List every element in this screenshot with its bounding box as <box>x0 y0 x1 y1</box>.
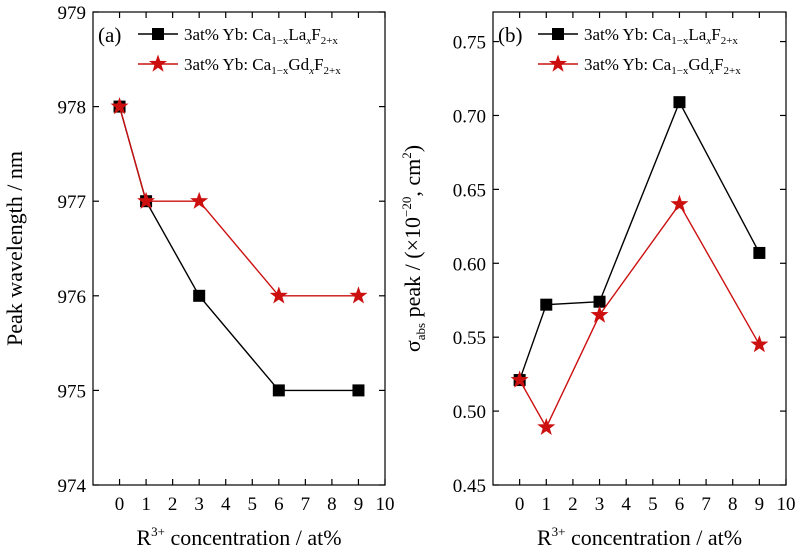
x-tick-label: 7 <box>701 494 711 515</box>
x-tick-label: 8 <box>327 494 337 515</box>
x-tick-label: 3 <box>595 494 605 515</box>
x-tick-label: 2 <box>568 494 578 515</box>
data-point-square <box>673 96 686 109</box>
y-tick-label: 0.70 <box>453 106 486 127</box>
legend-label: 3at% Yb: Ca1−xLaxF2+x <box>184 25 338 47</box>
plot-frame <box>92 11 386 486</box>
legend-label: 3at% Yb: Ca1−xGdxF2+x <box>584 55 741 77</box>
legend-label: 3at% Yb: Ca1−xGdxF2+x <box>184 55 341 77</box>
y-tick-label: 977 <box>58 192 87 213</box>
plot-frame <box>492 11 787 486</box>
data-point-star <box>110 97 129 115</box>
y-tick-label: 979 <box>58 3 87 24</box>
x-tick-label: 1 <box>542 494 552 515</box>
data-point-square <box>352 384 365 397</box>
y-tick-label: 0.50 <box>453 402 486 423</box>
data-point-square <box>593 295 606 308</box>
y-tick-label: 976 <box>58 287 87 308</box>
data-point-star <box>590 305 609 323</box>
panel-label: (a) <box>98 23 121 47</box>
x-tick-label: 10 <box>777 494 796 515</box>
data-point-star <box>670 194 689 212</box>
panel-b: 0 1 2 3 4 5 6 7 8 9 10 0.45 0.50 0.55 0.60 0.65 0.70 0.75… <box>399 11 796 550</box>
series-line <box>518 100 760 381</box>
data-point-square <box>540 298 553 311</box>
legend-label: 3at% Yb: Ca1−xLaxF2+x <box>584 25 738 47</box>
data-point-star <box>190 191 209 209</box>
x-tick-label: 4 <box>221 494 231 515</box>
panel-a: 0 1 2 3 4 5 6 7 8 9 10 974 975 976 977 978 979 R3+ concen… <box>2 3 395 550</box>
legend-marker-star <box>548 54 568 72</box>
x-tick-label: 5 <box>248 494 258 515</box>
x-tick-label: 9 <box>354 494 364 515</box>
series-line <box>519 202 760 429</box>
x-tick-label: 3 <box>194 494 204 515</box>
data-point-star <box>137 191 156 209</box>
y-tick-label: 0.45 <box>453 476 486 497</box>
x-tick-label: 9 <box>755 494 765 515</box>
y-tick-label: 975 <box>58 381 87 402</box>
x-tick-label: 5 <box>648 494 658 515</box>
x-tick-label: 6 <box>675 494 685 515</box>
y-tick-label: 0.75 <box>453 33 486 54</box>
data-point-star <box>269 286 288 304</box>
x-axis-title: R3+ concentration / at% <box>136 524 341 550</box>
x-axis-title: R3+ concentration / at% <box>537 524 742 550</box>
series-line <box>118 106 359 297</box>
data-point-star <box>537 417 556 436</box>
legend-marker-square <box>552 28 564 40</box>
x-tick-label: 6 <box>274 494 284 515</box>
x-tick-label: 0 <box>115 494 125 515</box>
x-tick-label: 7 <box>301 494 311 515</box>
y-tick-label: 978 <box>58 98 87 119</box>
data-point-star <box>510 370 529 388</box>
x-tick-label: 0 <box>515 494 525 515</box>
x-tick-label: 10 <box>376 494 395 515</box>
y-tick-label: 974 <box>58 476 87 497</box>
legend-marker-star <box>148 54 168 72</box>
legend-marker-square <box>152 28 164 40</box>
y-tick-label: 0.55 <box>453 328 486 349</box>
data-point-square <box>753 246 766 259</box>
data-point-star <box>750 335 769 353</box>
panel-label: (b) <box>498 23 523 47</box>
x-tick-label: 2 <box>168 494 178 515</box>
y-tick-label: 0.60 <box>453 254 486 275</box>
x-tick-label: 1 <box>141 494 151 515</box>
y-axis-title: Peak wavelength / nm <box>2 151 27 346</box>
data-point-star <box>349 286 368 304</box>
x-tick-label: 4 <box>621 494 631 515</box>
data-point-square <box>193 289 206 302</box>
y-tick-label: 0.65 <box>453 180 486 201</box>
y-axis-title: σabs peak / (×10−20, cm2) <box>399 145 428 352</box>
data-point-square <box>272 384 285 397</box>
x-tick-label: 8 <box>728 494 738 515</box>
